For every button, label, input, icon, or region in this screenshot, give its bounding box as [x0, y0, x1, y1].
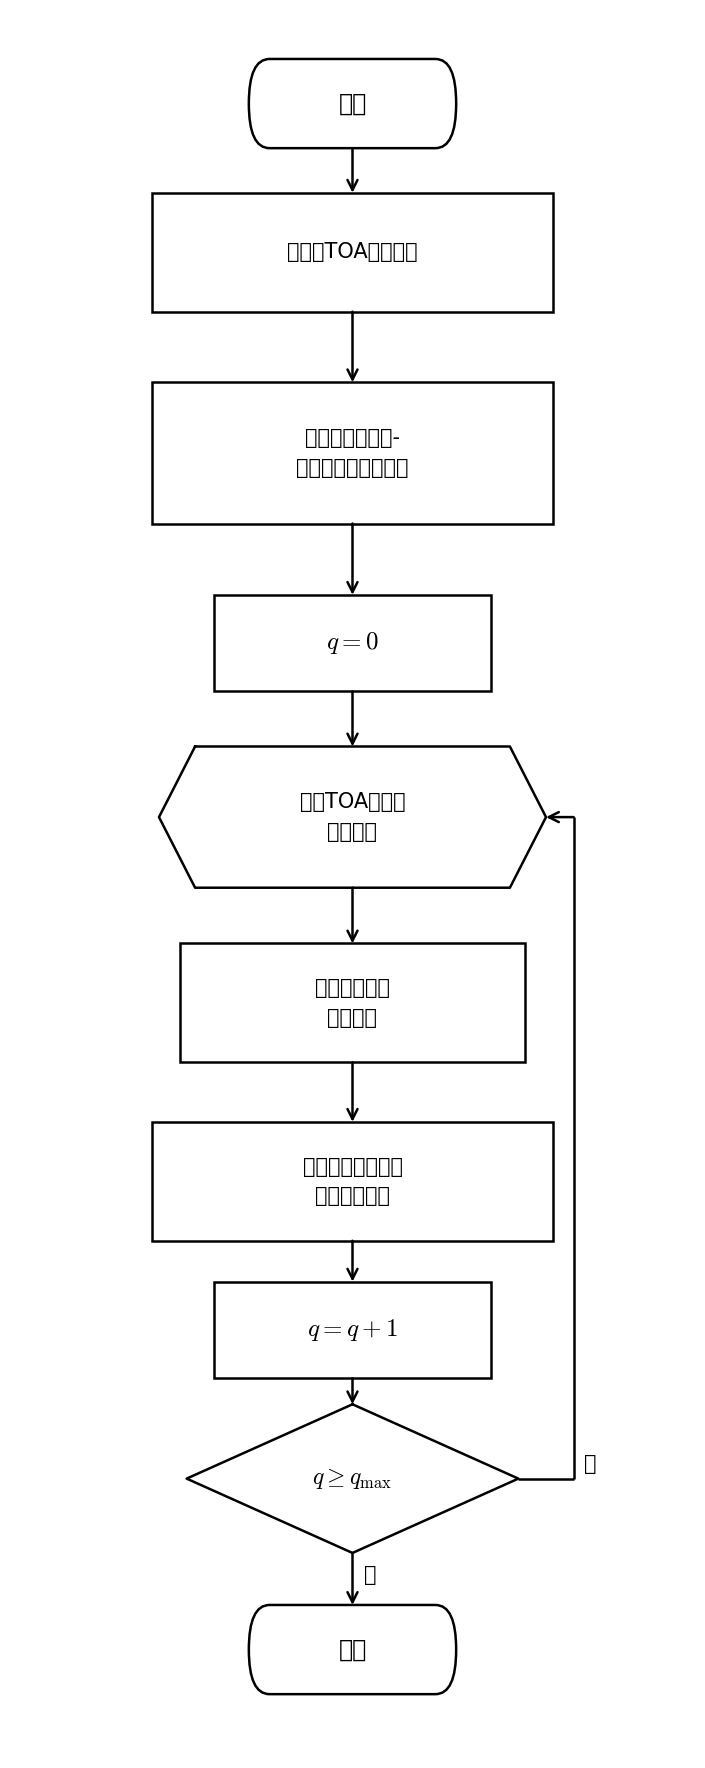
Bar [214, 594, 491, 691]
Text: $q\geq q_{\mathrm{max}}$: $q\geq q_{\mathrm{max}}$ [312, 1466, 393, 1490]
Text: $q=0$: $q=0$ [326, 629, 379, 656]
Text: 初始化TOA定位系统: 初始化TOA定位系统 [287, 242, 418, 262]
Text: 读取TOA传感器
测量参数: 读取TOA传感器 测量参数 [300, 792, 405, 842]
FancyBboxPatch shape [249, 1605, 456, 1694]
Text: 计算并更新传感器
节点位置坐标: 计算并更新传感器 节点位置坐标 [302, 1156, 403, 1206]
Text: $q=q+1$: $q=q+1$ [307, 1317, 398, 1344]
Bar [152, 193, 553, 311]
Bar [180, 944, 525, 1063]
Polygon shape [187, 1404, 518, 1552]
Text: 确定理想的目标-
传感器最优几何构型: 确定理想的目标- 传感器最优几何构型 [296, 428, 409, 477]
Text: 计算目标节点
位置坐标: 计算目标节点 位置坐标 [315, 978, 390, 1027]
Text: 结束: 结束 [338, 1637, 367, 1662]
Bar [152, 382, 553, 523]
Bar [214, 1282, 491, 1379]
Text: 是: 是 [364, 1565, 376, 1584]
Polygon shape [159, 746, 546, 888]
Text: 否: 否 [584, 1453, 596, 1475]
Text: 开始: 开始 [338, 92, 367, 115]
FancyBboxPatch shape [249, 58, 456, 149]
Bar [152, 1123, 553, 1241]
